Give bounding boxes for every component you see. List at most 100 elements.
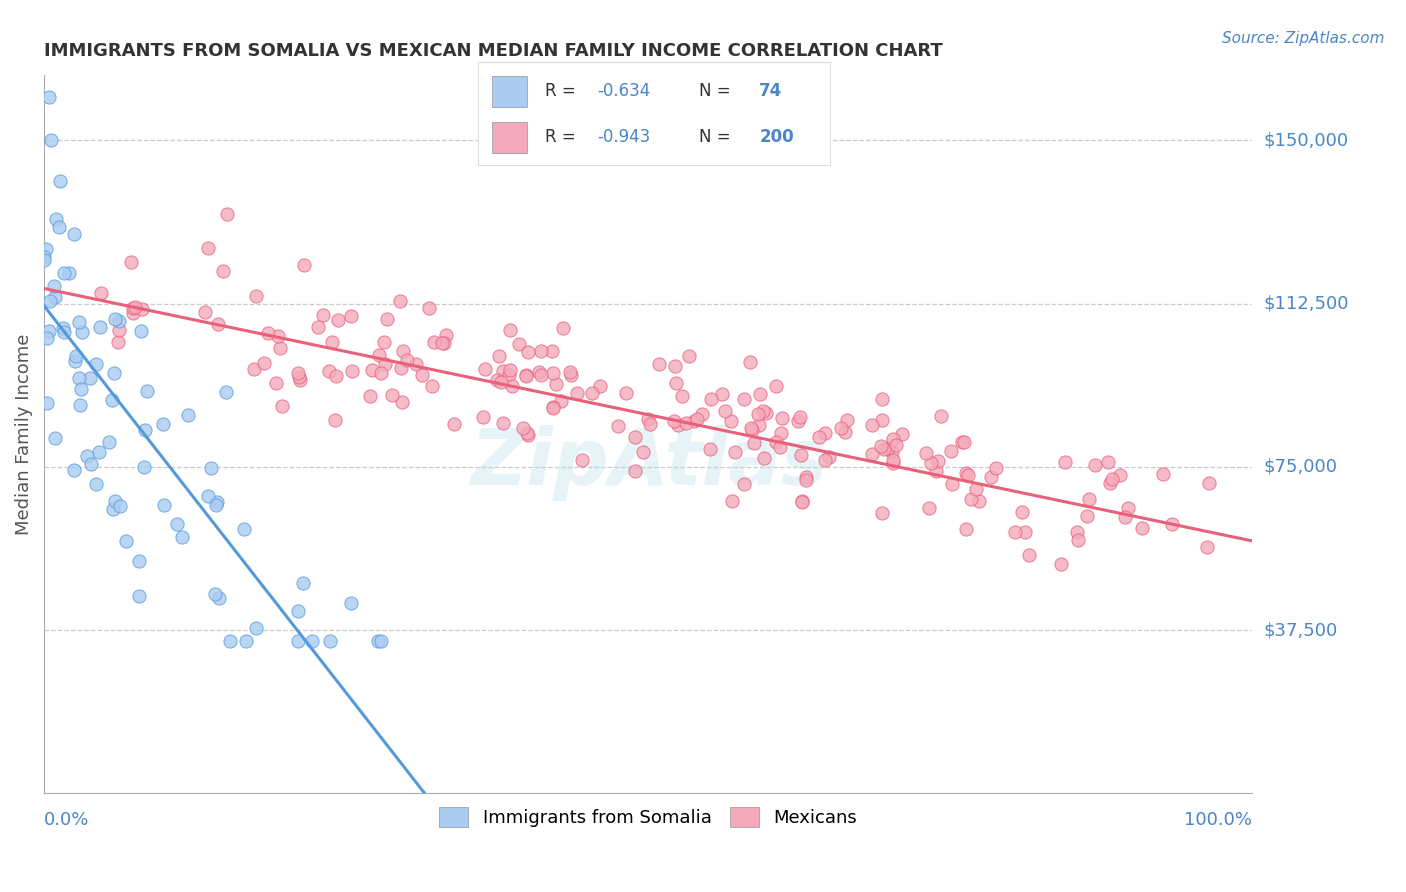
Point: [474, 361, 496, 376]
Point: [790, 448, 813, 462]
Point: [359, 389, 381, 403]
Point: [1101, 472, 1123, 486]
Point: [770, 410, 793, 425]
Point: [814, 426, 837, 441]
Point: [724, 445, 747, 459]
Point: [80, 457, 103, 471]
Point: [103, 502, 125, 516]
Point: [328, 313, 350, 327]
Point: [339, 596, 361, 610]
Point: [87, 445, 110, 459]
Point: [980, 470, 1002, 484]
Point: [208, 591, 231, 605]
Text: $112,500: $112,500: [1264, 294, 1348, 313]
Point: [877, 441, 900, 455]
Point: [245, 288, 267, 302]
Point: [472, 410, 495, 425]
Point: [700, 392, 723, 406]
Point: [882, 432, 904, 446]
Point: [48, 220, 70, 235]
Point: [200, 461, 222, 475]
Point: [755, 406, 778, 420]
Point: [792, 495, 814, 509]
Text: $37,500: $37,500: [1264, 621, 1337, 640]
Point: [108, 500, 131, 514]
Point: [1097, 455, 1119, 469]
Point: [770, 425, 793, 440]
Point: [411, 368, 433, 382]
Point: [880, 444, 903, 458]
Point: [794, 470, 817, 484]
Point: [108, 323, 131, 337]
Point: [1011, 505, 1033, 519]
Point: [38, 324, 60, 338]
Point: [489, 376, 512, 390]
Point: [370, 634, 392, 648]
Point: [131, 301, 153, 316]
Point: [172, 530, 194, 544]
Point: [124, 300, 146, 314]
Point: [129, 324, 152, 338]
Point: [288, 373, 311, 387]
Point: [433, 336, 456, 351]
Point: [307, 320, 329, 334]
Point: [664, 359, 686, 373]
FancyBboxPatch shape: [492, 122, 527, 153]
Point: [927, 454, 949, 468]
Point: [794, 473, 817, 487]
Point: [219, 634, 242, 648]
Point: [361, 363, 384, 377]
Point: [367, 634, 389, 648]
Point: [516, 428, 538, 442]
Point: [664, 414, 686, 428]
Point: [581, 386, 603, 401]
Point: [918, 500, 941, 515]
Point: [253, 356, 276, 370]
Point: [571, 453, 593, 467]
Point: [530, 343, 553, 358]
Point: [115, 533, 138, 548]
Point: [104, 311, 127, 326]
Point: [63, 354, 86, 368]
Point: [44, 431, 66, 445]
Point: [1014, 525, 1036, 540]
Text: R =: R =: [546, 128, 581, 146]
Point: [637, 411, 659, 425]
Point: [177, 408, 200, 422]
Point: [420, 378, 443, 392]
Point: [340, 364, 363, 378]
Point: [1067, 533, 1090, 548]
Point: [107, 335, 129, 350]
Text: 74: 74: [759, 82, 783, 100]
Point: [287, 366, 309, 380]
Point: [204, 587, 226, 601]
Point: [683, 414, 706, 428]
Point: [287, 634, 309, 648]
Point: [959, 492, 981, 507]
Text: N =: N =: [700, 82, 737, 100]
Point: [242, 361, 264, 376]
Point: [128, 589, 150, 603]
Point: [418, 301, 440, 315]
Point: [108, 314, 131, 328]
Point: [540, 344, 562, 359]
Point: [546, 376, 568, 391]
Point: [588, 379, 610, 393]
Text: IMMIGRANTS FROM SOMALIA VS MEXICAN MEDIAN FAMILY INCOME CORRELATION CHART: IMMIGRANTS FROM SOMALIA VS MEXICAN MEDIA…: [44, 42, 943, 60]
Point: [136, 384, 159, 399]
Point: [860, 447, 883, 461]
Point: [685, 411, 707, 425]
Point: [86, 357, 108, 371]
Point: [870, 392, 893, 406]
Point: [486, 373, 509, 387]
Point: [215, 207, 238, 221]
Point: [939, 443, 962, 458]
Text: 200: 200: [759, 128, 794, 146]
Point: [953, 435, 976, 450]
Point: [541, 401, 564, 415]
Point: [882, 456, 904, 470]
Legend: Immigrants from Somalia, Mexicans: Immigrants from Somalia, Mexicans: [432, 800, 865, 835]
Point: [373, 334, 395, 349]
Point: [1018, 548, 1040, 562]
Point: [101, 392, 124, 407]
